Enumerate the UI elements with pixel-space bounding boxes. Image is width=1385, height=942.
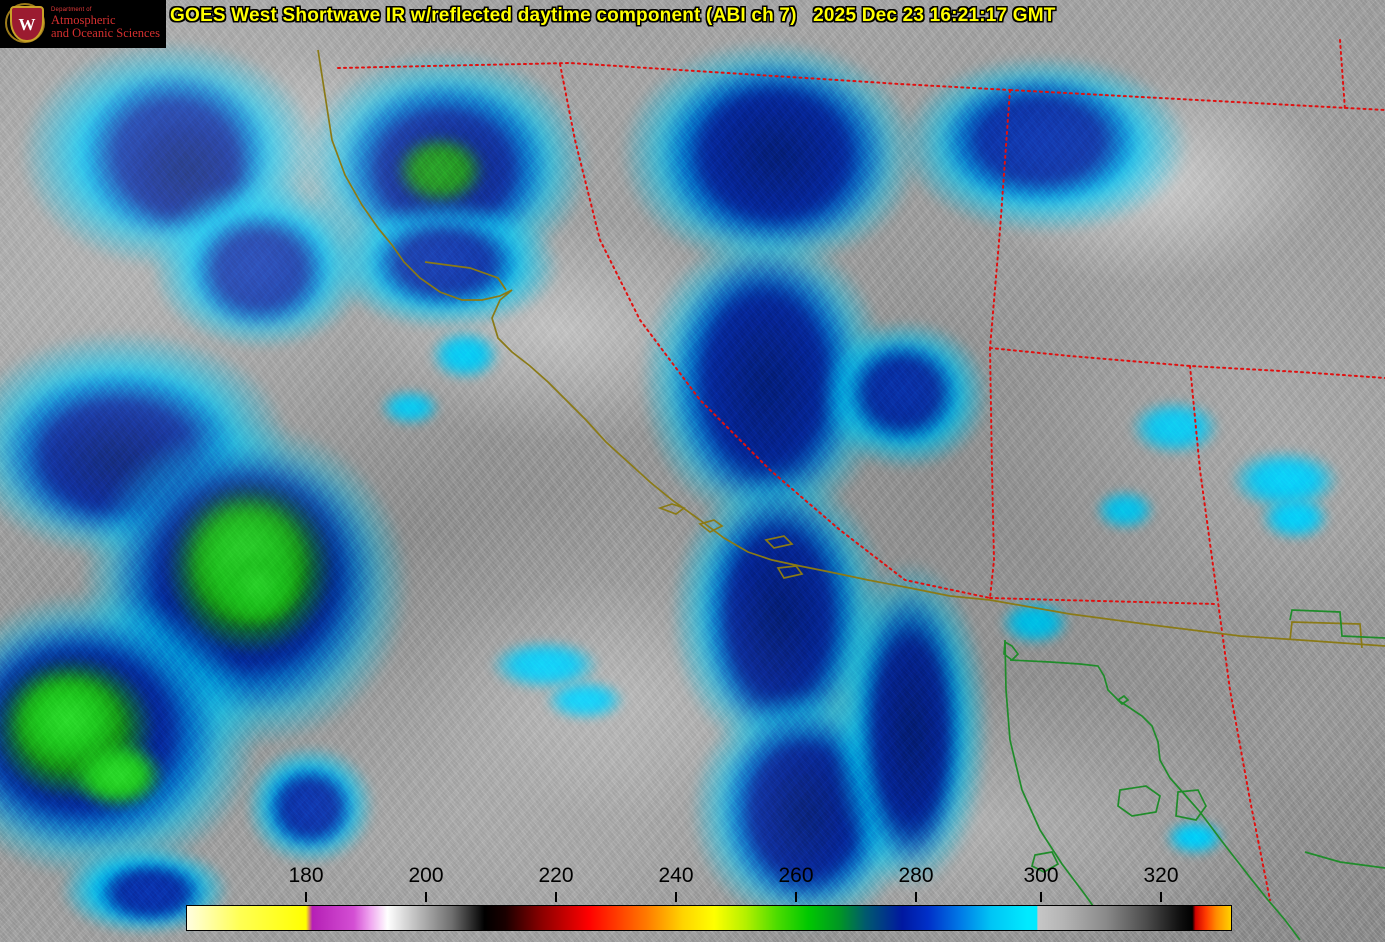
uw-aos-logo: W Department of Atmospheric and Oceanic … [0,0,166,48]
logo-dept-line: Department of [51,7,92,14]
logo-line-2: and Oceanic Sciences [51,26,160,41]
logo-text-block: Department of Atmospheric and Oceanic Sc… [51,7,160,40]
logo-line-1: Atmospheric [51,12,116,27]
crest-letter: W [18,14,36,34]
uw-crest-icon: W [3,1,47,47]
